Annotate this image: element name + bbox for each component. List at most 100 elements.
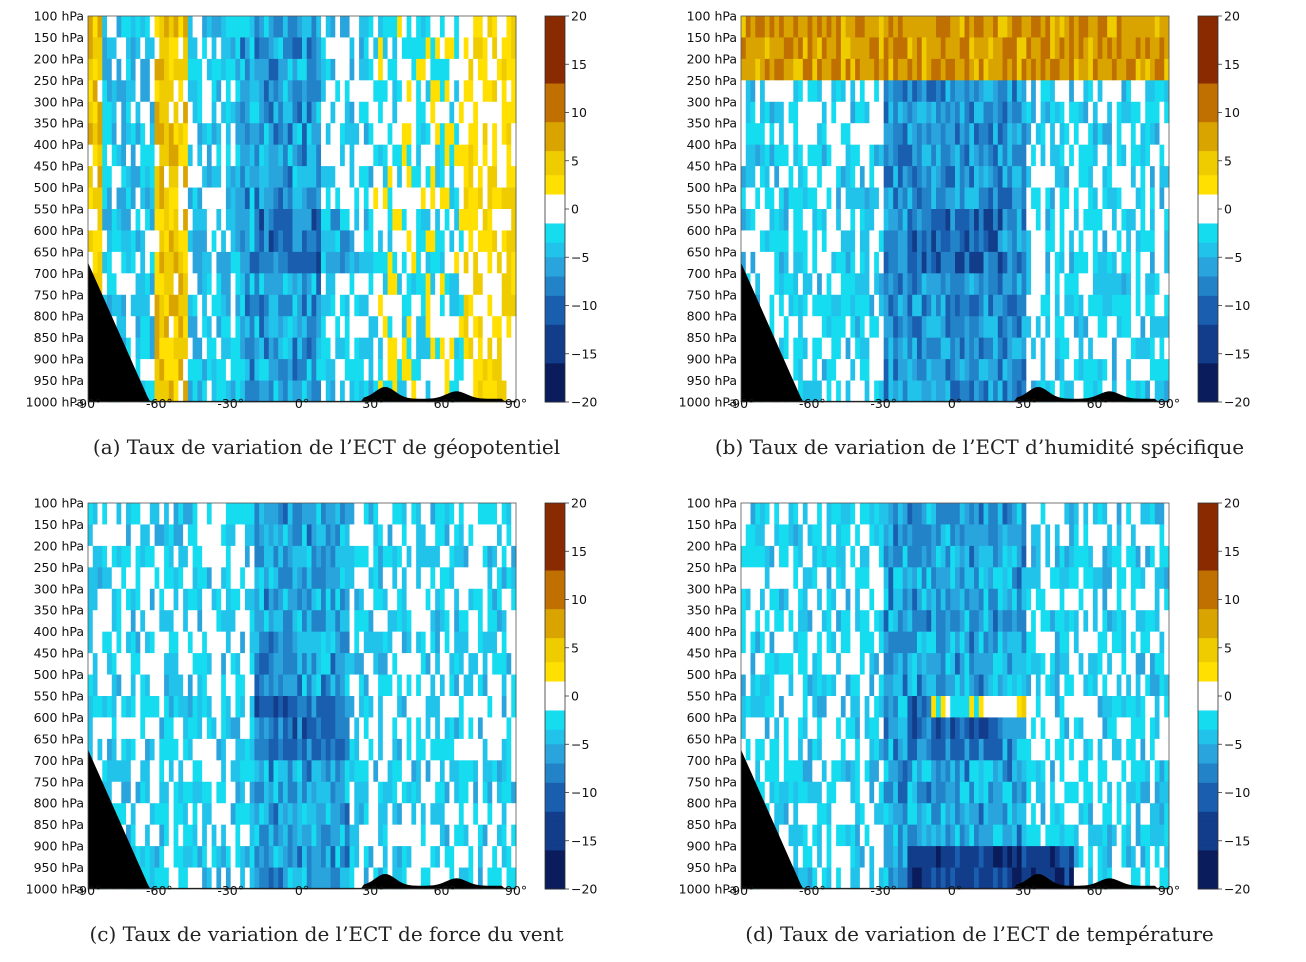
heatmap-cell: [922, 59, 927, 81]
heatmap-cell: [197, 80, 202, 102]
heatmap-cell: [402, 59, 407, 81]
heatmap-cell: [779, 188, 784, 210]
heatmap-cell: [760, 123, 765, 145]
heatmap-cell: [755, 145, 760, 167]
heatmap-cell: [993, 188, 998, 210]
heatmap-cell: [478, 782, 483, 804]
heatmap-cell: [373, 803, 378, 825]
heatmap-cell: [435, 59, 440, 81]
heatmap-cell: [159, 524, 164, 546]
heatmap-cell: [945, 16, 950, 38]
heatmap-cell: [440, 188, 445, 210]
heatmap-cell: [364, 632, 369, 654]
heatmap-cell: [836, 316, 841, 338]
heatmap-cell: [216, 252, 221, 274]
heatmap-cell: [907, 59, 912, 81]
heatmap-cell: [402, 359, 407, 381]
heatmap-cell: [841, 37, 846, 59]
heatmap-cell: [235, 102, 240, 124]
heatmap-cell: [354, 589, 359, 611]
heatmap-cell: [121, 524, 126, 546]
heatmap-cell: [445, 145, 450, 167]
heatmap-cell: [197, 782, 202, 804]
heatmap-cell: [459, 717, 464, 739]
heatmap-cell: [321, 589, 326, 611]
heatmap-cell: [879, 102, 884, 124]
heatmap-cell: [430, 696, 435, 718]
colorbar-segment: [1198, 113, 1218, 118]
heatmap-cell: [369, 252, 374, 274]
heatmap-cell: [259, 188, 264, 210]
heatmap-cell: [836, 209, 841, 231]
heatmap-cell: [378, 80, 383, 102]
heatmap-cell: [331, 188, 336, 210]
heatmap-cell: [250, 567, 255, 589]
heatmap-cell: [259, 610, 264, 632]
heatmap-cell: [497, 145, 502, 167]
heatmap-cell: [350, 316, 355, 338]
heatmap-cell: [1131, 102, 1136, 124]
heatmap-cell: [998, 295, 1003, 317]
heatmap-cell: [803, 338, 808, 360]
heatmap-cell: [126, 102, 131, 124]
heatmap-cell: [979, 166, 984, 188]
heatmap-cell: [269, 273, 274, 295]
heatmap-cell: [117, 123, 122, 145]
heatmap-cell: [331, 273, 336, 295]
heatmap-cell: [169, 675, 174, 697]
heatmap-cell: [487, 503, 492, 525]
heatmap-cell: [407, 503, 412, 525]
heatmap-cell: [454, 589, 459, 611]
heatmap-cell: [1041, 102, 1046, 124]
heatmap-cell: [340, 230, 345, 252]
heatmap-cell: [235, 123, 240, 145]
heatmap-cell: [354, 59, 359, 81]
colorbar-segment: [545, 185, 565, 190]
heatmap-cell: [164, 760, 169, 782]
heatmap-cell: [107, 102, 112, 124]
colorbar-segment: [545, 320, 565, 325]
heatmap-cell: [226, 166, 231, 188]
heatmap-cell: [426, 37, 431, 59]
heatmap-cell: [435, 123, 440, 145]
heatmap-cell: [231, 37, 236, 59]
heatmap-cell: [1102, 80, 1107, 102]
heatmap-cell: [383, 524, 388, 546]
heatmap-cell: [445, 295, 450, 317]
heatmap-cell: [307, 760, 312, 782]
heatmap-cell: [316, 653, 321, 675]
heatmap-cell: [326, 338, 331, 360]
heatmap-cell: [126, 653, 131, 675]
heatmap-cell: [340, 739, 345, 761]
heatmap-cell: [112, 123, 117, 145]
heatmap-cell: [178, 782, 183, 804]
heatmap-cell: [302, 717, 307, 739]
heatmap-cell: [117, 16, 122, 38]
heatmap-cell: [774, 252, 779, 274]
heatmap-cell: [903, 166, 908, 188]
heatmap-cell: [98, 59, 103, 81]
heatmap-cell: [487, 524, 492, 546]
heatmap-cell: [478, 316, 483, 338]
heatmap-cell: [993, 381, 998, 403]
heatmap-cell: [350, 610, 355, 632]
heatmap-cell: [131, 145, 136, 167]
heatmap-cell: [1136, 59, 1141, 81]
heatmap-cell: [1022, 102, 1027, 124]
heatmap-cell: [259, 145, 264, 167]
heatmap-cell: [793, 188, 798, 210]
heatmap-cell: [178, 188, 183, 210]
heatmap-cell: [292, 610, 297, 632]
heatmap-cell: [974, 123, 979, 145]
heatmap-cell: [292, 567, 297, 589]
heatmap-cell: [965, 166, 970, 188]
heatmap-cell: [1150, 145, 1155, 167]
heatmap-cell: [136, 782, 141, 804]
heatmap-cell: [250, 338, 255, 360]
heatmap-cell: [350, 782, 355, 804]
heatmap-cell: [226, 80, 231, 102]
heatmap-cell: [292, 739, 297, 761]
heatmap-cell: [169, 825, 174, 847]
heatmap-cell: [212, 252, 217, 274]
heatmap-cell: [965, 359, 970, 381]
